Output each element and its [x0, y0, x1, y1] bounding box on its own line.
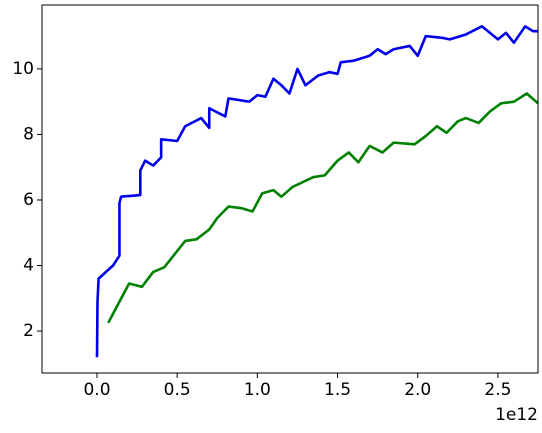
x-tick-label: 0.5 — [164, 380, 191, 400]
y-tick-label: 4 — [23, 256, 34, 276]
line — [95, 25, 538, 358]
x-tick-label: 0.0 — [83, 380, 110, 400]
x-tick-label: 2.5 — [484, 380, 511, 400]
y-tick-label: 2 — [23, 321, 34, 341]
plot-frame — [41, 4, 539, 374]
y-tick-label: 6 — [23, 190, 34, 210]
line — [107, 92, 539, 324]
y-tick-label: 8 — [23, 124, 34, 144]
x-offset-text: 1e12 — [495, 405, 538, 425]
y-tick-label: 10 — [12, 59, 34, 79]
x-tick-label: 1.0 — [244, 380, 271, 400]
x-tick-label: 1.5 — [324, 380, 351, 400]
x-tick-label: 2.0 — [404, 380, 431, 400]
